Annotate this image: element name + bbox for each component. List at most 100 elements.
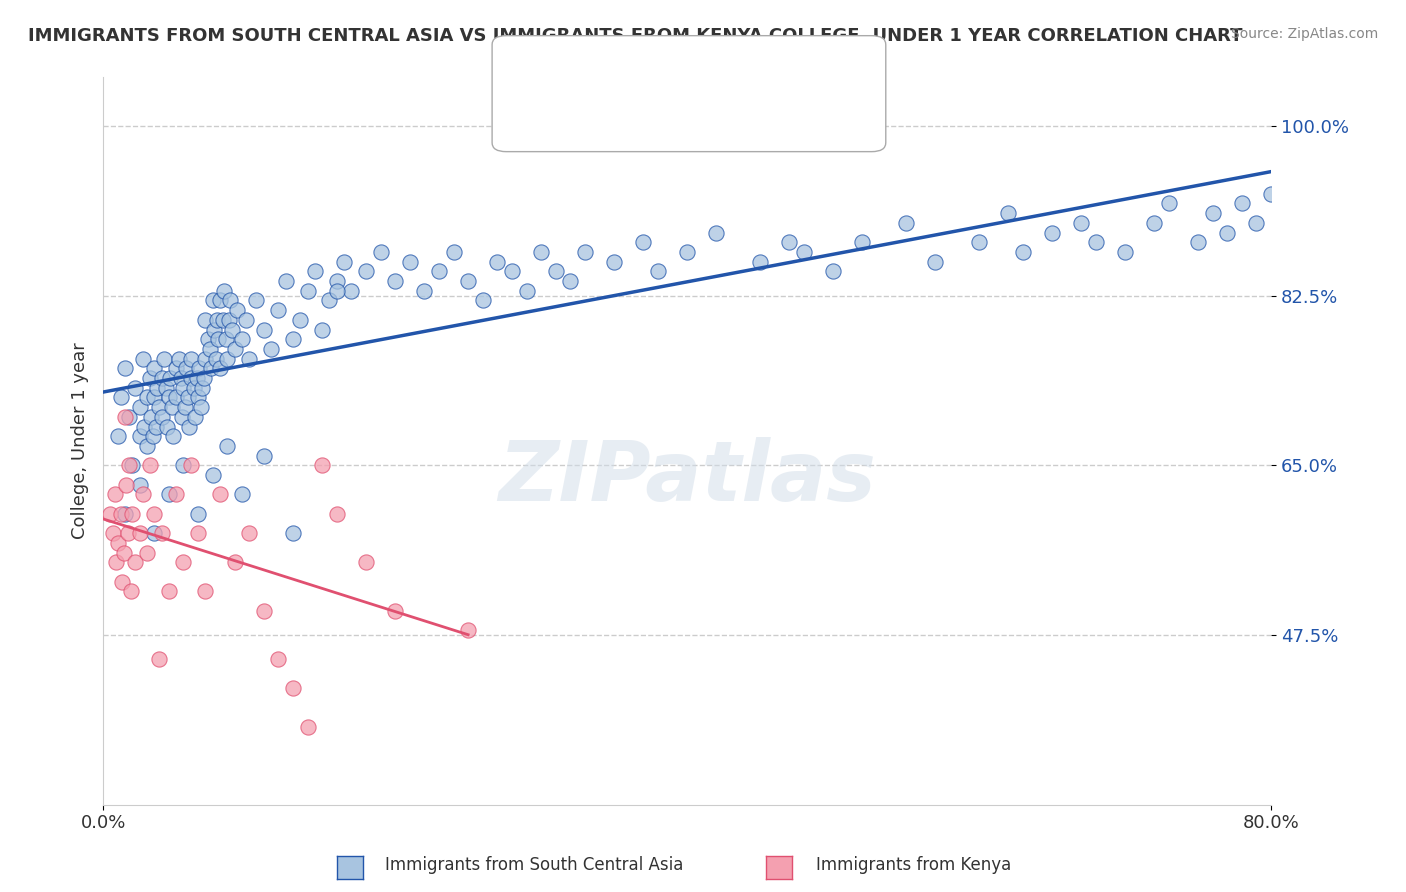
Point bbox=[180, 458, 202, 473]
Point bbox=[633, 235, 655, 250]
Point bbox=[110, 507, 132, 521]
Point bbox=[179, 419, 201, 434]
Point bbox=[281, 526, 304, 541]
Point bbox=[501, 264, 523, 278]
Point bbox=[111, 574, 134, 589]
Point bbox=[281, 332, 304, 346]
Point bbox=[749, 254, 772, 268]
Point bbox=[530, 244, 553, 259]
Point bbox=[370, 244, 392, 259]
Point bbox=[136, 391, 159, 405]
Point bbox=[136, 545, 159, 559]
Text: N = 40: N = 40 bbox=[682, 99, 755, 119]
Text: R =: R = bbox=[560, 60, 596, 79]
Point bbox=[148, 652, 170, 666]
Point bbox=[231, 332, 253, 346]
Point bbox=[112, 545, 135, 559]
Point bbox=[201, 468, 224, 483]
Point bbox=[205, 313, 228, 327]
Point bbox=[167, 351, 190, 366]
Point bbox=[204, 351, 226, 366]
Point bbox=[172, 555, 194, 569]
Point bbox=[180, 371, 202, 385]
Point bbox=[136, 439, 159, 453]
Point bbox=[297, 720, 319, 734]
Point bbox=[100, 507, 122, 521]
Point bbox=[1040, 226, 1063, 240]
Point bbox=[823, 264, 845, 278]
Point bbox=[114, 361, 136, 376]
Point bbox=[1260, 186, 1282, 201]
Point bbox=[208, 293, 231, 308]
Point bbox=[297, 284, 319, 298]
Point bbox=[107, 429, 129, 443]
Point bbox=[1246, 216, 1268, 230]
Point bbox=[384, 604, 406, 618]
Point bbox=[217, 351, 239, 366]
Point bbox=[194, 313, 217, 327]
Point bbox=[132, 419, 155, 434]
Point bbox=[1157, 196, 1180, 211]
Point bbox=[190, 400, 212, 414]
Point bbox=[253, 449, 276, 463]
Point bbox=[486, 254, 509, 268]
Point bbox=[211, 313, 233, 327]
Point bbox=[560, 274, 582, 288]
Point bbox=[253, 604, 276, 618]
Point bbox=[150, 371, 173, 385]
Point bbox=[1230, 196, 1253, 211]
Point bbox=[311, 458, 333, 473]
Point bbox=[159, 371, 181, 385]
Point bbox=[165, 487, 187, 501]
Point bbox=[221, 322, 243, 336]
Point bbox=[676, 244, 699, 259]
Point bbox=[176, 361, 198, 376]
Point bbox=[1187, 235, 1209, 250]
Point bbox=[851, 235, 873, 250]
Point bbox=[515, 284, 537, 298]
Point bbox=[208, 361, 231, 376]
Point bbox=[124, 381, 146, 395]
Point bbox=[172, 458, 194, 473]
Point bbox=[325, 507, 347, 521]
Point bbox=[131, 351, 153, 366]
Point bbox=[139, 371, 162, 385]
Point bbox=[224, 555, 246, 569]
Point bbox=[318, 293, 340, 308]
Point bbox=[333, 254, 356, 268]
Point bbox=[427, 264, 450, 278]
Point bbox=[214, 284, 236, 298]
Point bbox=[340, 284, 363, 298]
Point bbox=[169, 371, 191, 385]
Point bbox=[354, 264, 377, 278]
Point bbox=[1084, 235, 1107, 250]
Point bbox=[186, 371, 208, 385]
Point bbox=[105, 555, 128, 569]
Point bbox=[121, 458, 143, 473]
Point bbox=[290, 313, 312, 327]
Point bbox=[110, 391, 132, 405]
Point bbox=[603, 254, 626, 268]
Point bbox=[183, 381, 205, 395]
Point bbox=[194, 584, 217, 599]
Point bbox=[778, 235, 800, 250]
Point bbox=[894, 216, 917, 230]
Point bbox=[194, 351, 217, 366]
Point bbox=[146, 381, 169, 395]
Point bbox=[118, 409, 141, 424]
Point bbox=[207, 332, 229, 346]
Text: R =: R = bbox=[560, 99, 596, 119]
Point bbox=[188, 361, 211, 376]
Point bbox=[218, 313, 240, 327]
Point bbox=[143, 526, 166, 541]
Text: ZIPatlas: ZIPatlas bbox=[498, 437, 876, 518]
Point bbox=[457, 274, 479, 288]
Point bbox=[704, 226, 727, 240]
Point bbox=[354, 555, 377, 569]
Point bbox=[384, 274, 406, 288]
Point bbox=[574, 244, 596, 259]
Point bbox=[184, 409, 207, 424]
Text: -0.003: -0.003 bbox=[616, 99, 685, 119]
Point bbox=[471, 293, 494, 308]
Point bbox=[544, 264, 567, 278]
